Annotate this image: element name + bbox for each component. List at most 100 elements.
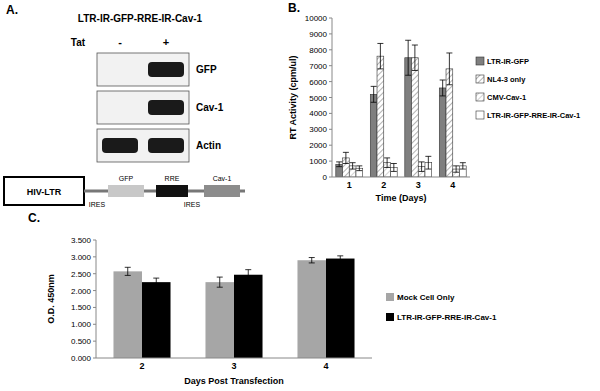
band xyxy=(102,138,138,153)
y-axis-title: O.D. 450nm xyxy=(46,274,56,324)
tick-label: 8000 xyxy=(309,46,327,55)
tick-label: 0 xyxy=(323,173,328,182)
error-bar xyxy=(245,270,251,280)
chart: 0100020003000400050006000700080009000100… xyxy=(288,14,580,203)
y-axis-title: RT Activity (cpm/ul) xyxy=(288,55,298,139)
blot xyxy=(97,129,189,162)
tick xyxy=(329,113,332,114)
bar xyxy=(234,275,263,358)
error-bar xyxy=(425,156,431,169)
panel-letter: A. xyxy=(6,3,18,17)
legend-label: CMV-Cav-1 xyxy=(487,93,526,102)
tick xyxy=(93,358,96,359)
tick xyxy=(329,65,332,66)
gene-label: Cav-1 xyxy=(213,175,232,182)
error-bar xyxy=(412,45,418,70)
promoter: HIV-LTR xyxy=(27,187,62,197)
bar xyxy=(326,259,355,358)
error-bar xyxy=(309,258,315,263)
tick-label: 0.500 xyxy=(71,337,92,346)
error-bar xyxy=(337,256,343,261)
bar xyxy=(439,88,446,177)
tick-label: 2.000 xyxy=(71,287,92,296)
x-axis-title: Days Post Transfection xyxy=(184,376,284,386)
tick xyxy=(329,161,332,162)
tick xyxy=(329,145,332,146)
treatment: Tat xyxy=(71,37,86,48)
tick xyxy=(329,129,332,130)
tick xyxy=(93,324,96,325)
gene-label: RRE xyxy=(165,175,180,182)
error-bar xyxy=(453,166,459,172)
tick xyxy=(329,49,332,50)
gene-box xyxy=(204,185,240,197)
blot-label: GFP xyxy=(196,64,217,75)
bar xyxy=(205,282,234,358)
legend-label: NL4-3 only xyxy=(487,75,526,84)
error-bar xyxy=(440,80,446,96)
tick-label: 1000 xyxy=(309,157,327,166)
error-bar xyxy=(391,163,397,171)
bar xyxy=(370,94,377,177)
panel-letter: B. xyxy=(288,1,300,15)
category-label: 1 xyxy=(347,180,352,190)
legend-swatch xyxy=(476,57,484,65)
x-axis xyxy=(96,358,372,359)
legend-label: LTR-IR-GFP xyxy=(487,57,529,66)
legend: Mock Cell Only LTR-IR-GFP-RRE-IR-Cav-1 xyxy=(386,293,497,322)
legend-swatch xyxy=(476,111,484,119)
bar xyxy=(142,282,171,358)
tick-label: 10000 xyxy=(305,14,328,23)
bar xyxy=(412,58,419,177)
tick-label: 1.500 xyxy=(71,303,92,312)
legend-label: Mock Cell Only xyxy=(397,293,455,302)
band xyxy=(148,100,184,115)
site-label: IRES xyxy=(184,201,201,208)
legend-swatch xyxy=(386,293,394,301)
error-bar xyxy=(343,152,349,163)
tick-label: 1.000 xyxy=(71,320,92,329)
error-bar xyxy=(125,267,131,275)
tick-label: 7000 xyxy=(309,62,327,71)
category-label: 2 xyxy=(139,361,144,371)
tick xyxy=(329,81,332,82)
tick xyxy=(329,18,332,19)
category-label: 3 xyxy=(231,361,236,371)
blot-label: Cav-1 xyxy=(196,102,224,113)
tick-label: 2000 xyxy=(309,141,327,150)
legend-swatch xyxy=(476,75,484,83)
error-bar xyxy=(350,163,356,169)
error-bar xyxy=(153,278,159,286)
y-axis xyxy=(96,240,97,358)
gene-box xyxy=(156,185,188,197)
error-bar xyxy=(217,277,223,287)
error-bar xyxy=(446,53,452,85)
chart: 0.0000.5001.0001.5002.0002.5003.0003.500… xyxy=(46,236,497,386)
error-bar xyxy=(405,40,411,75)
legend-label: LTR-IR-GFP-RRE-IR-Cav-1 xyxy=(487,111,580,120)
panel-letter: C. xyxy=(28,211,40,225)
error-bar xyxy=(460,163,466,169)
legend-label: LTR-IR-GFP-RRE-IR-Cav-1 xyxy=(397,313,497,322)
category-label: 4 xyxy=(323,361,328,371)
promoter-box xyxy=(4,177,84,205)
tick xyxy=(93,240,96,241)
legend-swatch xyxy=(476,93,484,101)
blot-title: LTR-IR-GFP-RRE-IR-Cav-1 xyxy=(78,13,203,24)
blot-label: Actin xyxy=(196,140,221,151)
tick-label: 3.000 xyxy=(71,253,92,262)
tick xyxy=(93,256,96,257)
category-label: 2 xyxy=(381,180,386,190)
tick-label: 9000 xyxy=(309,30,327,39)
error-bar xyxy=(384,158,390,168)
error-bar xyxy=(336,162,342,167)
tick xyxy=(93,290,96,291)
bars xyxy=(113,256,354,358)
bar xyxy=(377,56,384,177)
error-bar xyxy=(371,86,377,102)
site-label: IRES xyxy=(89,201,106,208)
lane-label: + xyxy=(163,36,169,48)
x-axis xyxy=(332,177,470,178)
blot xyxy=(97,53,189,86)
gene-box xyxy=(108,185,144,197)
